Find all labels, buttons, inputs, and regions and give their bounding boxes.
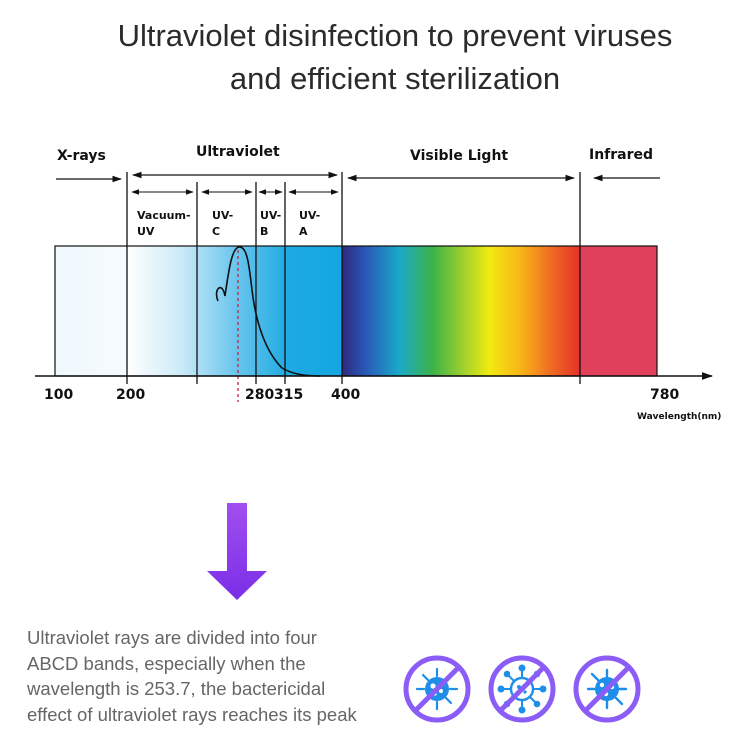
tick-label-315: 315 (274, 387, 303, 403)
sub-band-uv-b-line1: UV- (260, 209, 281, 222)
sub-band-uv-b-line2: B (260, 225, 268, 238)
sub-band-uv-c-line1: UV- (212, 209, 233, 222)
page-title: Ultraviolet disinfection to prevent viru… (0, 14, 750, 100)
region-label-ultraviolet: Ultraviolet (196, 144, 280, 160)
title-line-1: Ultraviolet disinfection to prevent viru… (117, 18, 673, 53)
no-virus-icon (403, 655, 471, 723)
region-label-xrays: X-rays (57, 148, 106, 164)
antimicrobial-icons (402, 654, 642, 724)
region-label-infrared: Infrared (589, 147, 653, 163)
sub-band-uv-a-line1: UV- (299, 209, 320, 222)
description-line-2: ABCD bands, especially when the (27, 652, 306, 674)
tick-label-400: 400 (331, 387, 360, 403)
sub-band-uv-c-line2: C (212, 225, 220, 238)
sub-band-vacuum-uv-line1: Vacuum- (137, 209, 191, 222)
germicidal-curve (215, 246, 321, 377)
axis-unit-label: Wavelength(nm) (637, 412, 721, 422)
spectrum-diagram: X-rays Ultraviolet Visible Light Infrare… (35, 144, 721, 422)
xray-band (55, 246, 127, 376)
tick-label-200: 200 (116, 387, 145, 403)
ultraviolet-band (127, 246, 342, 376)
down-arrow-icon (207, 503, 267, 600)
title-line-2: and efficient sterilization (229, 61, 561, 96)
no-bacteria-icon (488, 655, 556, 723)
description-line-1: Ultraviolet rays are divided into four (27, 627, 317, 648)
tick-label-280: 280 (245, 387, 274, 403)
description-line-4: effect of ultraviolet rays reaches its p… (27, 703, 357, 725)
tick-label-780: 780 (650, 387, 679, 403)
description-text: Ultraviolet rays are divided into four A… (27, 625, 407, 727)
visible-light-band (342, 246, 580, 376)
sub-band-uv-a-line2: A (299, 225, 308, 238)
region-label-visible-light: Visible Light (410, 148, 508, 164)
sub-band-vacuum-uv-line2: UV (137, 225, 155, 238)
tick-label-100: 100 (44, 387, 73, 403)
description-line-3: wavelength is 253.7, the bactericidal (27, 678, 326, 699)
infrared-band (580, 246, 657, 376)
no-germ-icon (573, 655, 641, 723)
